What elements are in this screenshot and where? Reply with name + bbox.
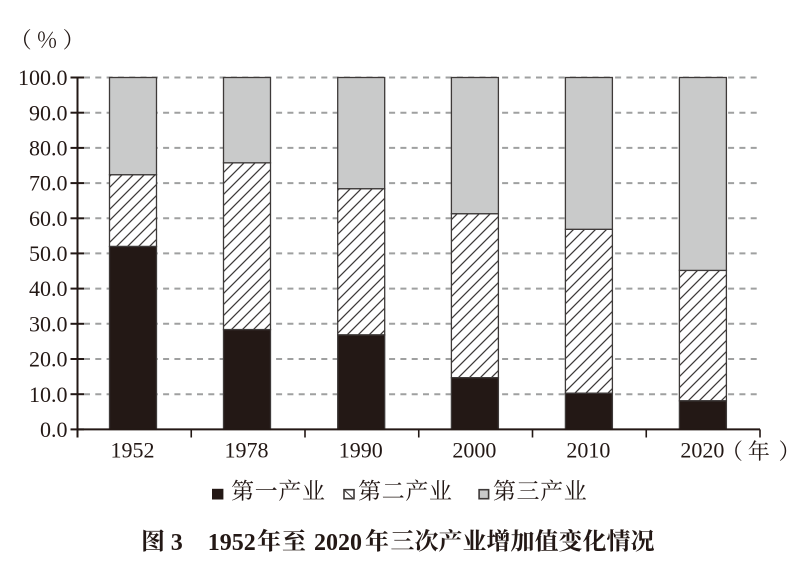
svg-text:30.0: 30.0 [29,311,68,336]
svg-text:40.0: 40.0 [29,276,68,301]
svg-text:50.0: 50.0 [29,241,68,266]
svg-text:20.0: 20.0 [29,347,68,372]
svg-text:60.0: 60.0 [29,206,68,231]
svg-text:100.0: 100.0 [18,65,68,90]
svg-text:2010: 2010 [566,438,610,463]
svg-text:90.0: 90.0 [29,100,68,125]
svg-text:2020: 2020 [314,530,362,556]
svg-text:2000: 2000 [452,438,496,463]
svg-text:1952: 1952 [111,438,155,463]
svg-text:70.0: 70.0 [29,171,68,196]
svg-text:2020: 2020 [680,438,724,463]
svg-text:10.0: 10.0 [29,382,68,407]
svg-text:3: 3 [171,530,183,556]
svg-text:0.0: 0.0 [40,417,68,442]
svg-text:1978: 1978 [225,438,269,463]
svg-text:80.0: 80.0 [29,136,68,161]
svg-text:1990: 1990 [339,438,383,463]
svg-text:1952: 1952 [208,530,256,556]
